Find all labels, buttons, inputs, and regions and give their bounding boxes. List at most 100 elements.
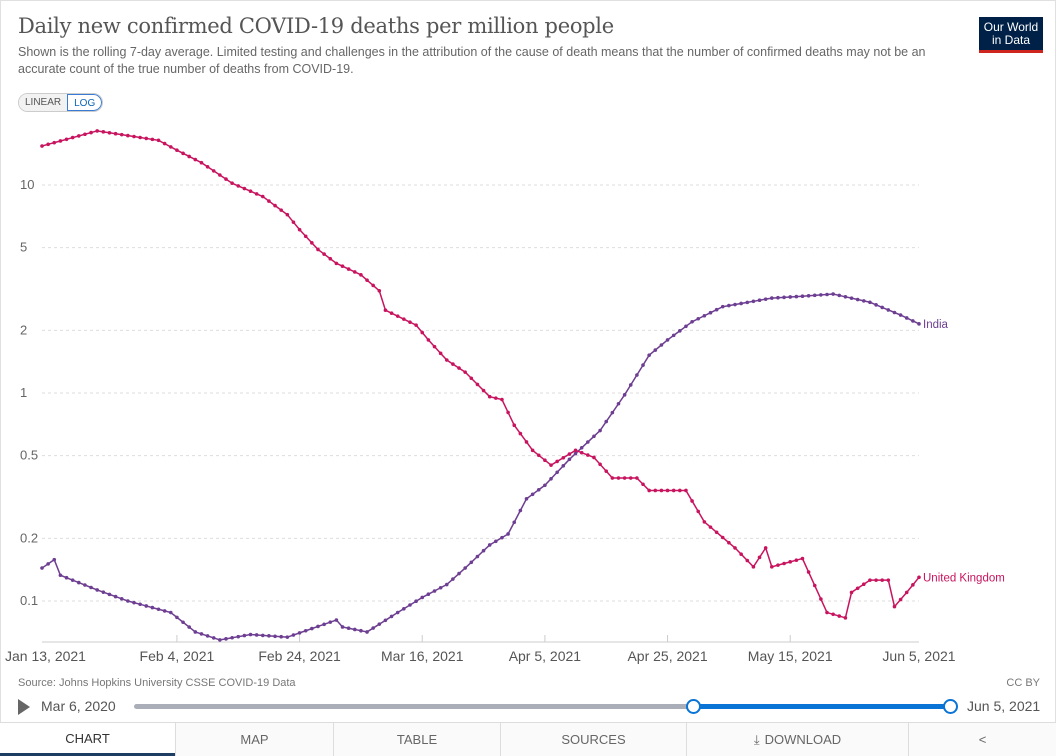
- data-point: [628, 383, 633, 387]
- log-scale-button[interactable]: LOG: [67, 94, 103, 111]
- data-point: [549, 476, 553, 481]
- data-point: [800, 556, 805, 561]
- data-point: [831, 612, 835, 617]
- timeline-start-handle[interactable]: [685, 699, 701, 714]
- data-point: [402, 317, 406, 321]
- data-point: [89, 585, 93, 590]
- data-point: [641, 363, 645, 367]
- series-label: India: [923, 319, 949, 331]
- source-note[interactable]: Source: Johns Hopkins University CSSE CO…: [18, 677, 296, 689]
- data-point: [586, 440, 590, 444]
- timeline-end-handle[interactable]: [943, 699, 958, 714]
- timeline-track[interactable]: [134, 699, 958, 714]
- data-point: [119, 596, 124, 601]
- data-point: [181, 620, 185, 625]
- data-point: [911, 319, 915, 323]
- data-point: [64, 575, 69, 580]
- data-point: [794, 294, 799, 299]
- data-point: [733, 546, 737, 550]
- data-point: [168, 145, 173, 149]
- data-point: [132, 600, 136, 605]
- data-point: [653, 488, 658, 493]
- data-point: [487, 394, 492, 399]
- scale-toggle[interactable]: LINEAR LOG: [18, 93, 104, 112]
- data-point: [70, 578, 75, 582]
- license-link[interactable]: CC BY: [1006, 677, 1040, 689]
- data-point: [745, 300, 750, 305]
- tab-download[interactable]: ⤓ DOWNLOAD: [686, 723, 908, 756]
- y-tick-label: 0.1: [20, 593, 38, 608]
- data-point: [205, 165, 210, 169]
- data-point: [739, 301, 743, 306]
- data-point: [708, 310, 713, 315]
- download-icon: ⤓: [753, 731, 760, 747]
- y-tick-label: 0.5: [20, 448, 38, 463]
- data-point: [696, 509, 701, 514]
- data-point: [536, 453, 541, 458]
- data-point: [162, 141, 167, 146]
- data-point: [444, 582, 449, 587]
- data-point: [438, 585, 443, 590]
- share-icon: <: [978, 732, 987, 747]
- data-point: [432, 344, 437, 349]
- owid-logo[interactable]: Our World in Data: [979, 17, 1043, 53]
- timeline[interactable]: Mar 6, 2020 Jun 5, 2021: [18, 697, 1048, 717]
- data-point: [518, 431, 523, 436]
- data-point: [267, 634, 271, 638]
- data-point: [770, 296, 774, 300]
- data-point: [739, 552, 743, 557]
- chart-title: Daily new confirmed COVID-19 deaths per …: [18, 14, 614, 38]
- data-point: [46, 562, 50, 566]
- data-point: [199, 632, 204, 636]
- data-point: [622, 476, 627, 480]
- tab-map[interactable]: MAP: [175, 723, 333, 756]
- data-point: [745, 558, 750, 563]
- series-line-united-kingdom: [41, 130, 920, 619]
- data-point: [463, 566, 467, 570]
- data-point: [463, 370, 467, 374]
- data-point: [297, 227, 302, 232]
- data-point: [763, 297, 768, 301]
- tab-table[interactable]: TABLE: [333, 723, 500, 756]
- data-point: [917, 322, 921, 326]
- data-point: [469, 376, 474, 381]
- data-point: [248, 189, 253, 194]
- data-point: [310, 241, 314, 245]
- data-point: [708, 525, 713, 529]
- data-point: [457, 366, 461, 370]
- x-tick-label: Mar 16, 2021: [381, 648, 464, 664]
- tab-chart[interactable]: CHART: [0, 723, 175, 756]
- data-point: [377, 622, 382, 626]
- data-point: [76, 134, 81, 138]
- data-point: [659, 488, 664, 493]
- data-point: [402, 606, 406, 611]
- linear-scale-button[interactable]: LINEAR: [19, 94, 68, 111]
- tab-sources[interactable]: SOURCES: [500, 723, 686, 756]
- data-point: [242, 633, 247, 638]
- data-point: [880, 578, 885, 582]
- data-point: [395, 314, 400, 318]
- data-point: [365, 278, 369, 282]
- data-point: [567, 457, 572, 462]
- data-point: [868, 300, 872, 305]
- data-point: [352, 270, 357, 274]
- data-point: [254, 192, 259, 196]
- data-point: [334, 618, 339, 622]
- data-point: [260, 194, 265, 199]
- data-point: [549, 463, 553, 467]
- x-tick-label: Jan 13, 2021: [5, 648, 86, 664]
- data-point: [279, 634, 283, 639]
- play-icon[interactable]: [18, 699, 30, 715]
- data-point: [457, 571, 461, 576]
- data-point: [604, 419, 609, 424]
- share-button[interactable]: <: [908, 723, 1056, 756]
- data-point: [279, 208, 283, 212]
- data-point: [855, 586, 860, 591]
- data-point: [303, 628, 308, 633]
- data-point: [383, 308, 388, 313]
- data-point: [837, 293, 842, 298]
- data-point: [641, 482, 645, 487]
- timeline-start-label: Mar 6, 2020: [41, 698, 116, 714]
- data-point: [567, 452, 572, 456]
- data-point: [193, 157, 198, 162]
